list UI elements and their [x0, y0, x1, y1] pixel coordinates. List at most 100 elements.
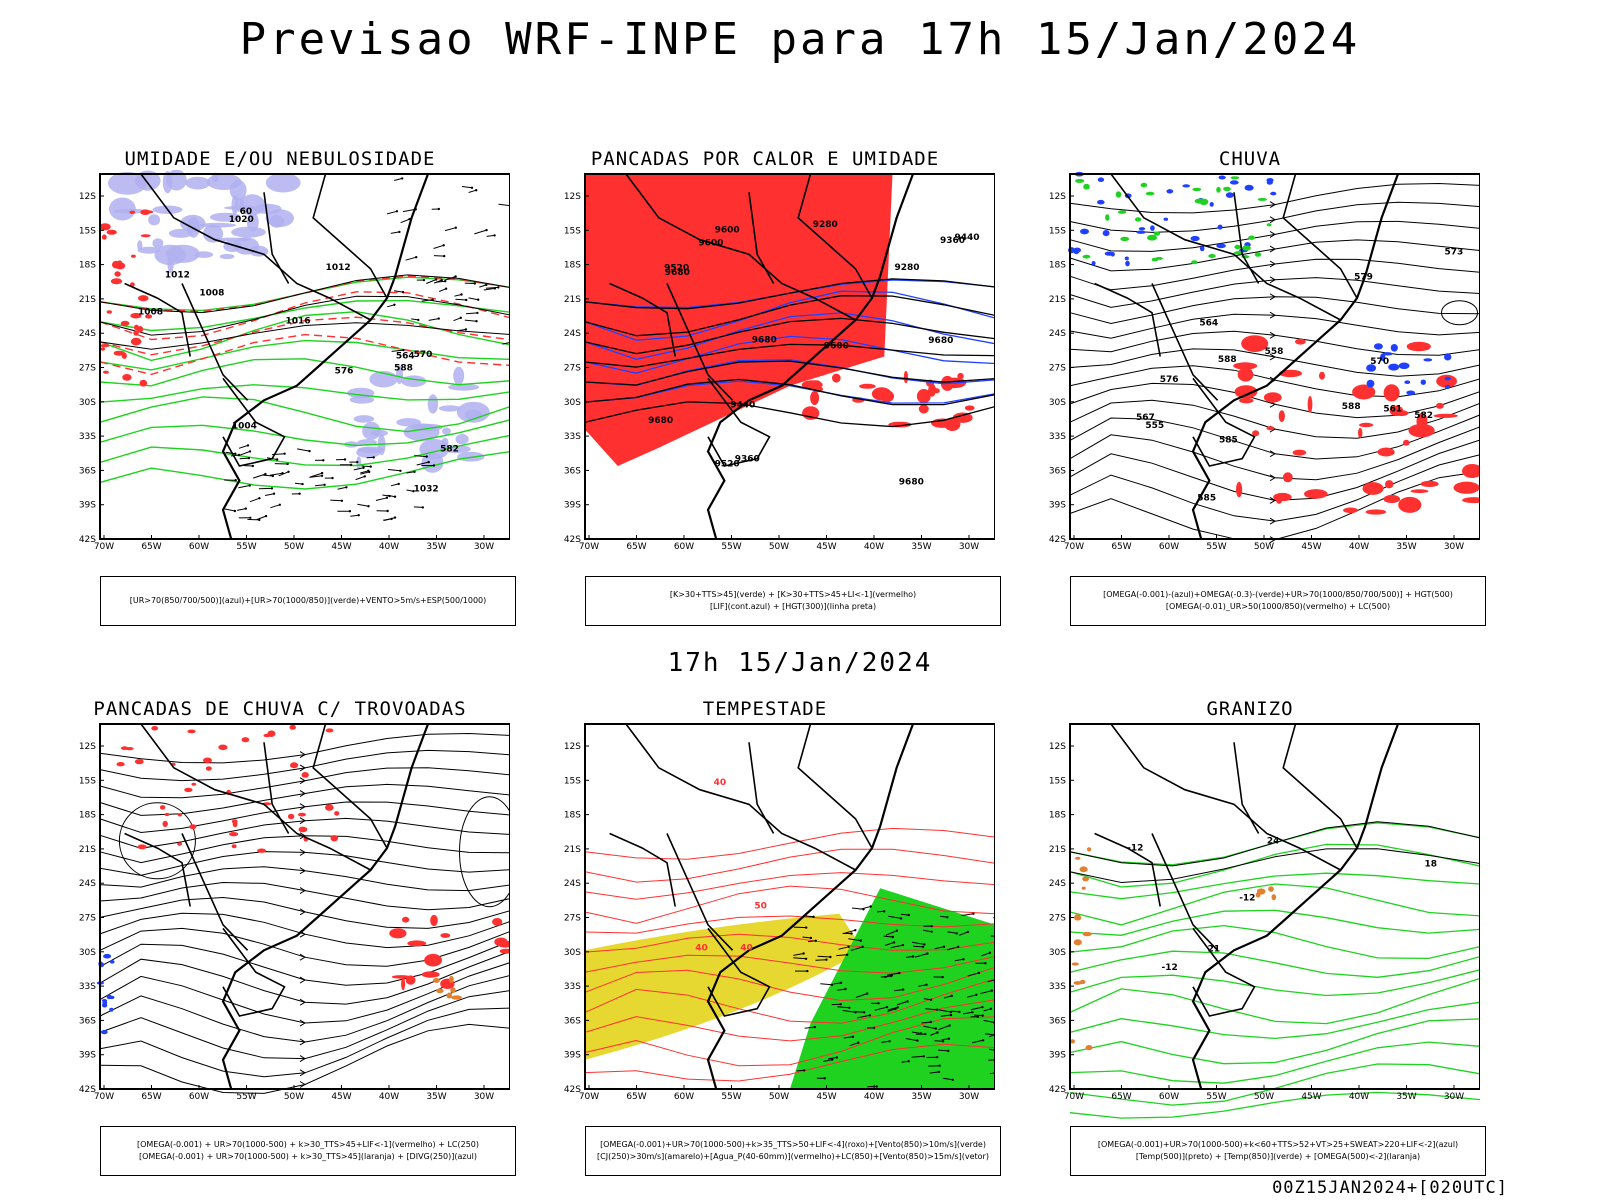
contour-label: 1008 [138, 308, 163, 318]
wind-vector [360, 471, 370, 475]
wind-vector-head [990, 989, 994, 992]
red-speckle [122, 374, 132, 381]
lat-tick-label: 18S [564, 261, 581, 271]
lat-tick-label: 24S [564, 329, 581, 339]
wind-vector-head [950, 994, 953, 997]
contour-label: 1020 [229, 215, 254, 225]
wind-vector [309, 475, 323, 478]
wind-vector-head [362, 466, 365, 469]
lavender-humidity-area [137, 246, 161, 254]
panel-storm: TEMPESTADE 40 40 40 50 12S 15S 18S 21S 24S 27S 30S… [535, 698, 1001, 1178]
height-contour [584, 360, 995, 386]
lavender-humidity-area [219, 253, 235, 260]
orange-thunderstorm-area [449, 975, 454, 983]
red-rain-area [1410, 489, 1429, 494]
lon-tick-label: 45W [816, 1092, 836, 1102]
wind-vector [252, 473, 266, 479]
red-convection-area [931, 388, 940, 394]
streamline-arrow [299, 817, 306, 825]
blue-omega-speckle [1270, 191, 1277, 196]
wind-vector-head [320, 471, 324, 475]
red-rain-area [1292, 449, 1307, 456]
red-thunderstorm-speckle [267, 730, 276, 737]
green-humidity-contour [99, 358, 510, 387]
contour-label: 9440 [955, 233, 980, 243]
red-thunderstorm-area [492, 918, 503, 926]
legend-line: [OMEGA(-0.001)+UR>70(1000-500)+k<60+TTS>… [1097, 1140, 1459, 1149]
coastline [1191, 723, 1400, 1090]
wind-vector [796, 1069, 805, 1072]
wind-vector [843, 1036, 854, 1039]
country-border [1282, 723, 1358, 849]
wind-vector-head [349, 463, 353, 466]
contour-label: 1008 [199, 289, 224, 299]
wind-vector-head [233, 509, 237, 513]
wind-vector-head [907, 1060, 910, 1063]
wind-vector-head [877, 1002, 880, 1005]
lavender-humidity-area [168, 228, 193, 238]
country-border [181, 283, 249, 401]
blue-omega-speckle [1182, 184, 1190, 188]
country-border [748, 192, 775, 284]
country-border [748, 742, 775, 834]
contour-label: 576 [1160, 375, 1179, 385]
lat-tick-label: 24S [1049, 879, 1066, 889]
streamline-arrow [299, 1069, 306, 1077]
lon-tick-label: 55W [236, 542, 256, 552]
lon-tick-label: 35W [426, 542, 446, 552]
red-rain-area [1377, 447, 1395, 457]
lavender-humidity-area [166, 244, 200, 263]
blue-omega-speckle [1217, 224, 1223, 230]
lon-tick-label: 60W [189, 1092, 209, 1102]
lon-tick-label: 70W [94, 542, 114, 552]
red-precipitable-water-contour [584, 954, 995, 974]
lavender-humidity-area [438, 405, 461, 412]
wind-vector-head [443, 254, 446, 258]
green-omega-speckle [1230, 176, 1240, 180]
wind-vector-head [962, 958, 965, 961]
lat-tick-label: 39S [1049, 1051, 1066, 1061]
lon-tick-label: 70W [579, 1092, 599, 1102]
wind-vector-head [283, 452, 286, 455]
red-thunderstorm-area [389, 928, 407, 939]
contour-label: 582 [1414, 411, 1433, 421]
lat-tick-label: 42S [1049, 1085, 1066, 1095]
wind-vector [930, 1032, 938, 1036]
wind-vector [876, 910, 885, 913]
wind-vector-head [949, 1010, 952, 1014]
contour-label: 588 [394, 364, 413, 374]
orange-omega-speckle [1082, 931, 1092, 937]
wind-vector [888, 915, 902, 919]
legend-box: [OMEGA(-0.001) + UR>70(1000-500) + k>30_… [100, 1126, 516, 1176]
wind-vector-head [845, 953, 849, 956]
lat-tick-label: 33S [564, 982, 581, 992]
wind-vector-head [848, 1006, 851, 1009]
wind-vector [225, 451, 236, 455]
blue-omega-speckle [1138, 227, 1146, 231]
wind-vector-head [264, 514, 268, 518]
wind-vector [444, 276, 456, 281]
wind-vector-head [854, 929, 857, 932]
wind-vector-head [402, 348, 405, 352]
height-contour [584, 278, 995, 310]
lat-tick-label: 12S [1049, 192, 1066, 202]
wind-vector [855, 993, 868, 998]
wind-vector [416, 461, 429, 466]
red-thunderstorm-speckle [218, 744, 228, 751]
red-thunderstorm-speckle [134, 759, 144, 765]
blue-omega-speckle [1073, 247, 1081, 253]
red-precipitable-water-contour [584, 933, 995, 953]
contour-label: 1032 [414, 485, 439, 495]
wind-vector-head [320, 474, 324, 477]
lat-tick-label: 27S [79, 914, 96, 924]
red-thunderstorm-speckle [137, 844, 147, 850]
green-omega-speckle [1120, 236, 1130, 242]
wind-vector [270, 504, 280, 509]
wind-vector-head [322, 459, 325, 462]
map-frame [99, 173, 510, 540]
lavender-humidity-area [246, 212, 259, 232]
orange-thunderstorm-area [446, 992, 452, 999]
country-border [1192, 927, 1256, 1017]
wind-vector-head [248, 484, 251, 487]
lavender-humidity-area [152, 238, 164, 249]
